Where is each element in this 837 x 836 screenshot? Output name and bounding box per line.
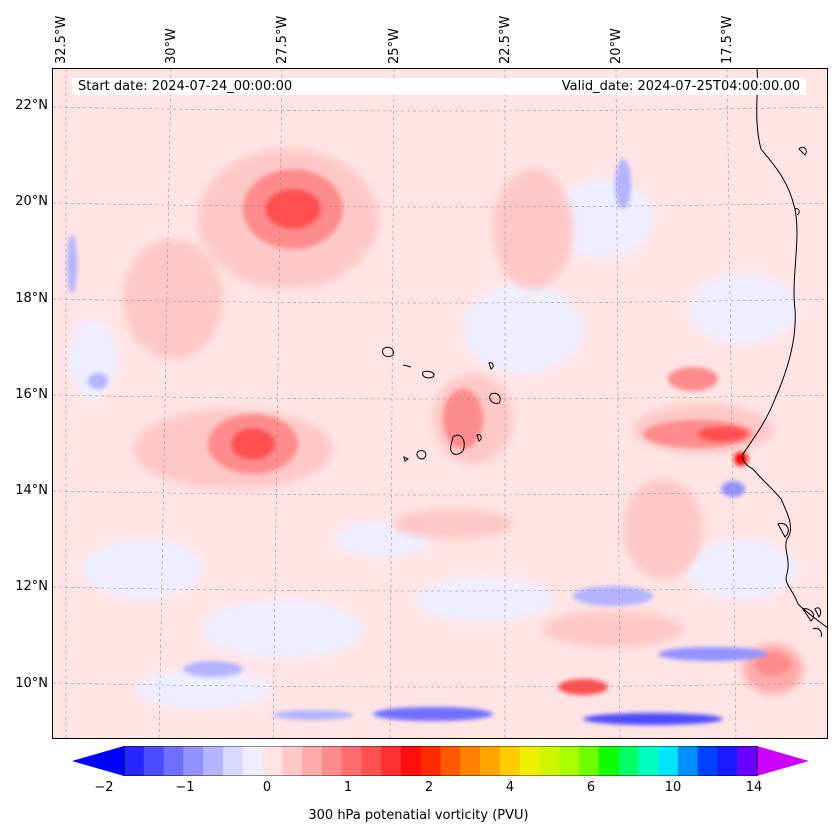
colorbar-cell bbox=[163, 746, 184, 776]
lon-label: 25°W bbox=[387, 28, 402, 64]
colorbar-cell bbox=[598, 746, 620, 776]
colorbar-cell bbox=[381, 746, 402, 776]
colorbar-cell bbox=[717, 746, 738, 776]
colorbar-cell bbox=[539, 746, 560, 776]
colorbar-tick: 10 bbox=[664, 780, 682, 795]
colorbar-tick: 1 bbox=[343, 780, 353, 795]
colorbar-cell bbox=[302, 746, 323, 776]
colorbar-cell bbox=[143, 746, 165, 776]
colorbar-cell bbox=[578, 746, 600, 776]
blue-areas bbox=[67, 159, 768, 725]
lon-label: 32.5°W bbox=[54, 15, 69, 64]
colorbar-over-arrow bbox=[757, 746, 809, 776]
colorbar bbox=[72, 746, 809, 776]
colorbar-cell bbox=[480, 746, 501, 776]
colorbar-cell bbox=[420, 746, 442, 776]
colorbar-cell bbox=[124, 746, 145, 776]
colorbar-under-arrow bbox=[72, 746, 124, 776]
colorbar-cell bbox=[242, 746, 264, 776]
lat-label: 10°N bbox=[15, 676, 48, 691]
graticule bbox=[53, 69, 827, 738]
lat-label: 16°N bbox=[15, 387, 48, 402]
colorbar-outline bbox=[123, 746, 758, 776]
lat-label: 12°N bbox=[15, 579, 48, 594]
colorbar-cell bbox=[737, 746, 758, 776]
red-areas bbox=[208, 169, 791, 695]
colorbar-label: 300 hPa potenatial vorticity (PVU) bbox=[308, 808, 529, 823]
colorbar-cell bbox=[400, 746, 422, 776]
lon-label: 17.5°W bbox=[720, 15, 735, 64]
colorbar-tick: 4 bbox=[505, 780, 515, 795]
colorbar-tick: 14 bbox=[745, 780, 763, 795]
colorbar-cell bbox=[677, 746, 699, 776]
colorbar-cell bbox=[321, 746, 343, 776]
colorbar-tick: −1 bbox=[175, 780, 195, 795]
coastlines bbox=[382, 69, 827, 638]
colorbar-tick: −2 bbox=[94, 780, 114, 795]
valid-date-label: Valid_date: 2024-07-25T04:00:00.00 bbox=[532, 78, 806, 95]
lon-label: 22.5°W bbox=[498, 15, 513, 64]
colorbar-cell bbox=[183, 746, 204, 776]
start-date-label: Start date: 2024-07-24_00:00:00 bbox=[72, 78, 542, 95]
colorbar-cell bbox=[341, 746, 362, 776]
colorbar-cell bbox=[559, 746, 580, 776]
colorbar-cell bbox=[282, 746, 303, 776]
colorbar-cell bbox=[499, 746, 521, 776]
colorbar-tick: 6 bbox=[586, 780, 596, 795]
colorbar-cell bbox=[262, 746, 283, 776]
lat-label: 14°N bbox=[15, 483, 48, 498]
colorbar-cell bbox=[638, 746, 659, 776]
map-panel[interactable] bbox=[52, 68, 828, 739]
colorbar-cell bbox=[440, 746, 461, 776]
colorbar-cell bbox=[519, 746, 541, 776]
colorbar-cell bbox=[658, 746, 679, 776]
pv-field-map bbox=[53, 69, 827, 738]
colorbar-cell bbox=[618, 746, 639, 776]
colorbar-cell bbox=[222, 746, 244, 776]
lat-label: 22°N bbox=[15, 98, 48, 113]
lat-label: 18°N bbox=[15, 291, 48, 306]
lat-label: 20°N bbox=[15, 194, 48, 209]
lon-label: 27.5°W bbox=[275, 15, 290, 64]
colorbar-cell bbox=[203, 746, 224, 776]
colorbar-cell bbox=[361, 746, 382, 776]
colorbar-tick: 0 bbox=[262, 780, 272, 795]
colorbar-tick: 2 bbox=[424, 780, 434, 795]
colorbar-cell bbox=[697, 746, 719, 776]
colorbar-cell bbox=[460, 746, 481, 776]
lon-label: 30°W bbox=[164, 28, 179, 64]
colorbar-cells bbox=[124, 746, 758, 776]
lon-label: 20°W bbox=[609, 28, 624, 64]
